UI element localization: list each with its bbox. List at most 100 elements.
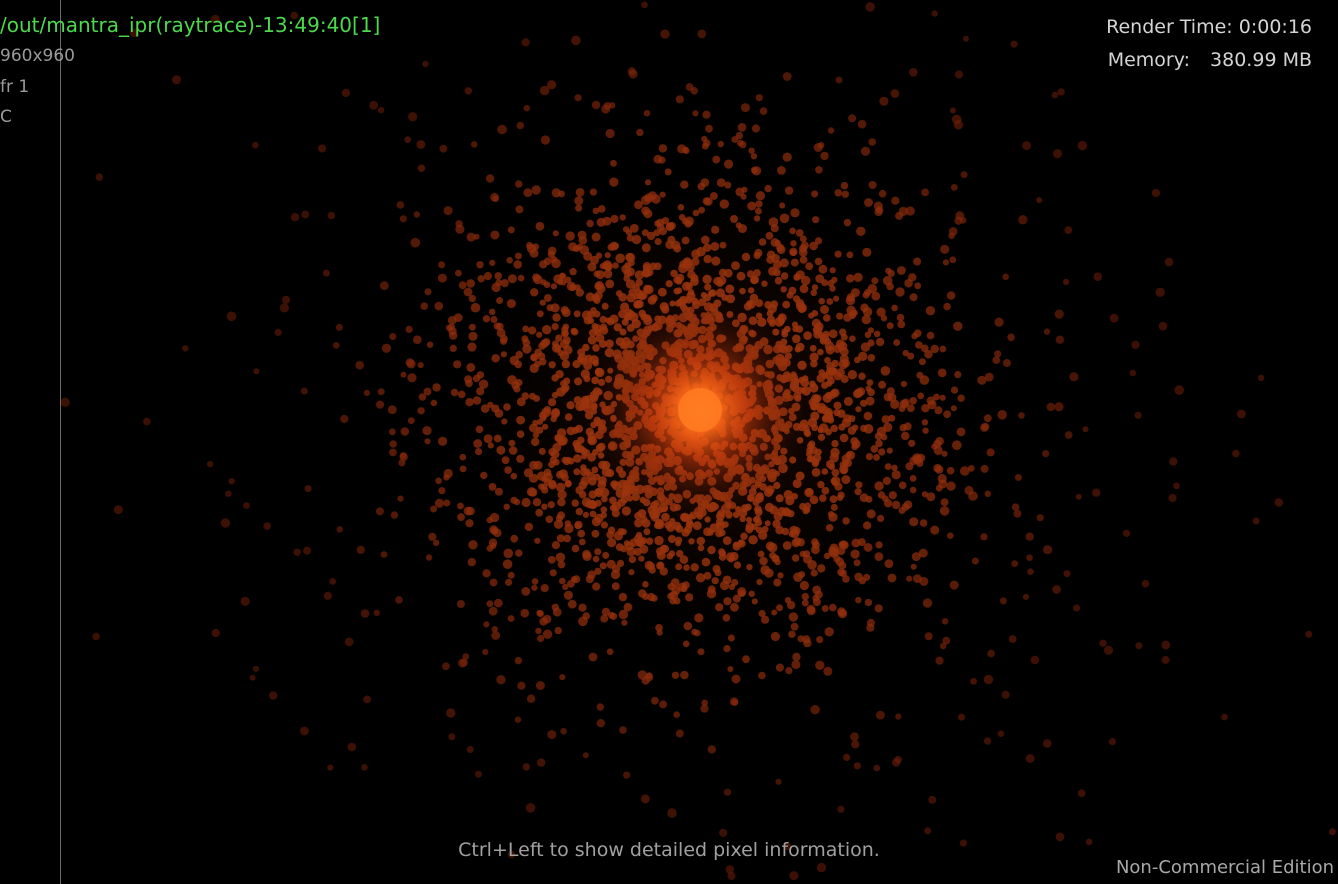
particle (1010, 40, 1018, 48)
particle (702, 110, 711, 119)
particle (417, 407, 425, 415)
particle (1002, 359, 1011, 367)
particle (948, 232, 955, 240)
particle (727, 872, 736, 880)
particle (482, 648, 489, 656)
particle (489, 578, 498, 587)
particle (1011, 503, 1020, 511)
particle (417, 362, 424, 369)
particle (458, 658, 467, 668)
particle (949, 580, 959, 590)
particle (547, 730, 557, 740)
particle (389, 440, 397, 448)
particle (619, 726, 627, 734)
particle (707, 745, 716, 754)
particle (994, 350, 1002, 358)
particle (332, 342, 340, 349)
particle (516, 121, 524, 130)
particle (913, 574, 922, 583)
particle (279, 303, 289, 313)
particle (980, 533, 988, 541)
particle (958, 713, 965, 721)
particle (428, 532, 437, 541)
particle (591, 100, 601, 110)
particle (1042, 739, 1052, 748)
particle (868, 138, 876, 146)
edition-label: Non-Commercial Edition (1115, 857, 1334, 878)
particle (490, 230, 500, 240)
particle (1168, 493, 1177, 503)
particle (466, 746, 474, 753)
particle (536, 758, 546, 767)
particle (482, 569, 491, 578)
particle (759, 107, 768, 115)
particle (496, 675, 506, 685)
particle (243, 502, 250, 509)
memory-row: Memory: 380.99 MB (1106, 44, 1312, 77)
particle (399, 452, 407, 460)
particle (815, 660, 825, 670)
particle (939, 506, 950, 516)
particle (1052, 149, 1062, 159)
particle (340, 414, 349, 424)
particle (1328, 828, 1336, 836)
particle (909, 68, 918, 77)
particle (675, 729, 684, 738)
particle (446, 708, 456, 718)
particle (857, 119, 867, 129)
particle (425, 554, 433, 561)
particle (905, 206, 915, 216)
particle (1141, 579, 1150, 588)
particle (515, 180, 523, 188)
particle (1075, 493, 1082, 500)
particle (853, 762, 861, 770)
particle (514, 656, 523, 665)
particle (182, 345, 189, 352)
particle (1054, 309, 1064, 319)
particle (281, 295, 291, 304)
particle (596, 719, 605, 728)
particle (1026, 554, 1033, 561)
particle (1018, 412, 1025, 419)
particle (547, 80, 557, 90)
particle (470, 141, 478, 148)
particle (596, 703, 604, 711)
particle (816, 862, 827, 873)
particle (514, 716, 522, 723)
particle (866, 618, 875, 627)
particle (999, 597, 1007, 605)
particle (906, 575, 913, 582)
particle (416, 140, 426, 149)
particle (228, 478, 235, 485)
particle (1164, 257, 1174, 267)
particle (515, 205, 524, 214)
particle (301, 210, 310, 219)
particle (1036, 197, 1043, 204)
particle (792, 652, 801, 662)
particle (1151, 188, 1160, 198)
particle (507, 850, 516, 859)
particle (848, 114, 857, 123)
particle (949, 256, 957, 264)
particle (731, 699, 739, 706)
particle (701, 699, 708, 707)
particle (405, 325, 413, 333)
particle (1221, 713, 1228, 721)
particle (941, 618, 949, 625)
particle (1054, 402, 1064, 412)
particle (981, 422, 990, 431)
particle (458, 281, 467, 290)
particle (559, 674, 566, 681)
particle (483, 621, 490, 628)
particle (651, 696, 659, 705)
particle (835, 76, 843, 84)
particle (249, 674, 256, 681)
particle (1030, 655, 1040, 665)
particle (456, 600, 465, 608)
particle (1007, 333, 1015, 342)
particle (407, 373, 417, 383)
particle (434, 498, 444, 508)
particle (895, 713, 902, 720)
